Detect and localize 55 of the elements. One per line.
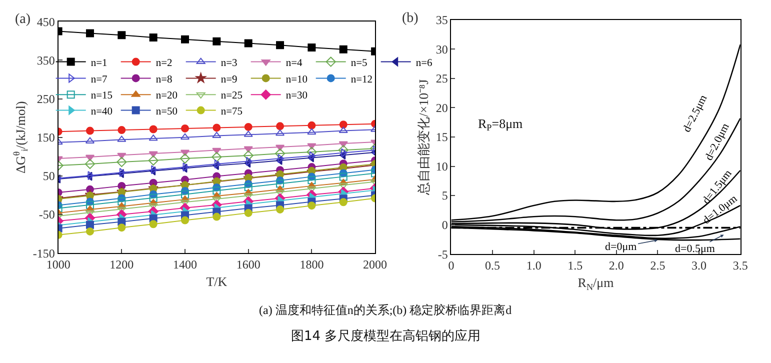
legend-label: n=10: [286, 74, 308, 86]
legend-label: n=7: [90, 74, 108, 86]
x-tick-label: 2.5: [650, 258, 666, 272]
legend-label: n=15: [90, 90, 113, 102]
y-tick-label: 450: [36, 14, 55, 29]
x-tick-label: 3.0: [692, 258, 707, 272]
chart-title: (b): [402, 11, 419, 26]
x-tick-label: 1600: [236, 257, 260, 272]
legend-label: n=3: [220, 58, 238, 69]
legend-label: n=8: [156, 74, 172, 86]
text: (a) 温度和特征值n的关系;(b) 稳定胶桥临界距离d: [259, 303, 512, 317]
y-tick-label: -5: [438, 247, 448, 262]
y-tick-label: 350: [36, 53, 55, 68]
y-tick-label: -50: [38, 208, 55, 222]
caption: 图14 多尺度模型在高铝钢的应用: [291, 328, 481, 344]
series-label: d=0μm: [605, 241, 638, 253]
x-tick-label: 0.5: [485, 258, 500, 272]
x-axis-title: T/K: [206, 274, 228, 290]
y-tick-label: 35: [436, 13, 448, 28]
y-tick-label: 5: [442, 188, 448, 203]
y-tick-label: 0: [442, 218, 448, 232]
x-tick-label: 2000: [363, 257, 388, 272]
legend-label: n=20: [156, 90, 178, 102]
y-tick-label: 25: [436, 72, 448, 86]
x-tick-label: 1.5: [568, 258, 583, 272]
legend-label: n=30: [286, 90, 308, 102]
x-tick-label: 2.0: [608, 258, 624, 272]
y-axis-title: 总自由能变化/×10⁻⁸J: [416, 79, 431, 196]
x-tick-label: 1800: [300, 257, 324, 272]
y-tick-label: 20: [436, 100, 448, 115]
chart-title: (a): [15, 12, 31, 27]
y-tick-label: 50: [42, 169, 55, 184]
legend-label: n=12: [350, 74, 373, 86]
x-tick-label: 1.0: [526, 258, 542, 272]
legend-label: n=75: [220, 106, 243, 118]
legend-label: n=2: [156, 58, 172, 69]
legend-label: n=4: [286, 58, 304, 69]
legend-label: n=6: [416, 58, 432, 69]
legend-label: n=50: [156, 106, 178, 118]
legend-label: n=40: [90, 106, 113, 118]
y-tick-label: 30: [436, 42, 448, 56]
x-axis-title: R$_{N}$/μm: [578, 275, 614, 292]
x-tick-label: 1200: [110, 257, 134, 272]
legend-label: n=1: [90, 58, 108, 69]
y-tick-label: 10: [436, 159, 448, 174]
x-tick-label: 3.5: [732, 258, 748, 272]
legend-label: n=5: [350, 58, 368, 69]
series-label: d=0.5μm: [675, 243, 716, 255]
y-tick-label: 250: [36, 92, 55, 106]
legend-label: n=9: [220, 74, 238, 86]
y-tick-label: 15: [436, 130, 448, 144]
annotation: R$_{P}$=8μm: [478, 116, 523, 133]
legend-label: n=25: [220, 90, 243, 102]
x-tick-label: 1400: [173, 257, 198, 272]
y-tick-label: 150: [36, 130, 55, 145]
